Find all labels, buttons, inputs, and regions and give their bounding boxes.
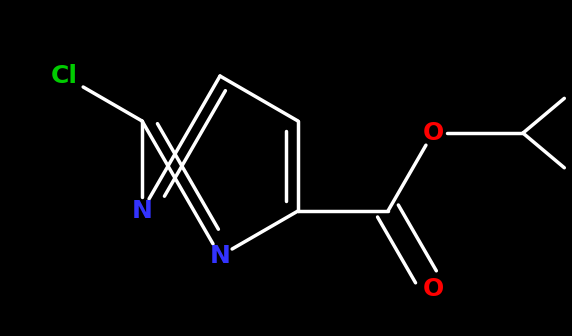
Text: N: N [209,244,231,268]
Text: Cl: Cl [50,64,78,88]
Text: O: O [422,121,443,145]
Text: O: O [422,277,443,301]
Text: N: N [132,199,153,223]
